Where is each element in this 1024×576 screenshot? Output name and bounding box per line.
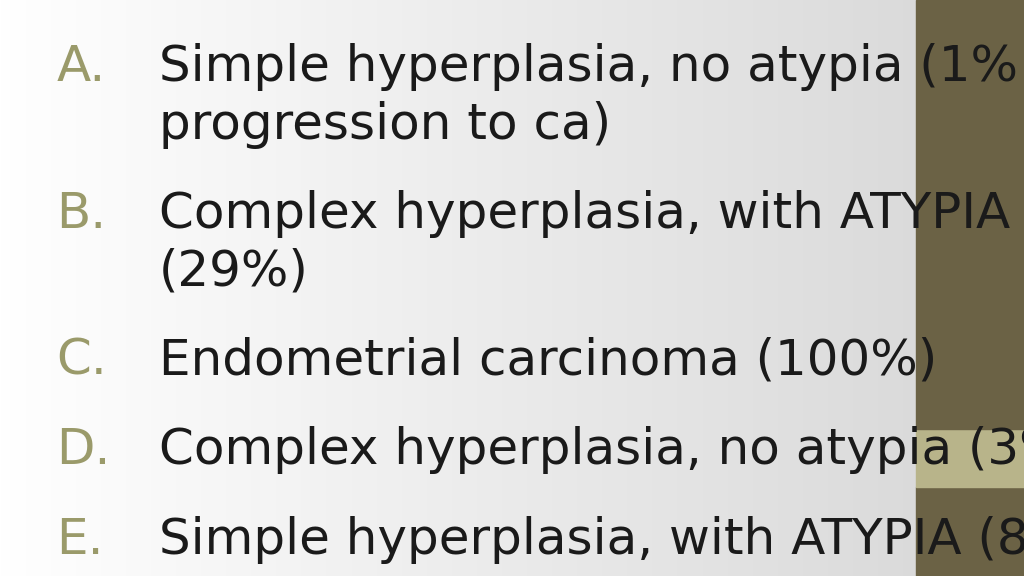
Text: A.: A. <box>56 43 105 91</box>
Text: Complex hyperplasia, no atypia (3%): Complex hyperplasia, no atypia (3%) <box>159 426 1024 474</box>
Text: Simple hyperplasia, with ATYPIA (8%): Simple hyperplasia, with ATYPIA (8%) <box>159 516 1024 563</box>
Text: Complex hyperplasia, with ATYPIA: Complex hyperplasia, with ATYPIA <box>159 190 1010 238</box>
Text: C.: C. <box>56 337 108 385</box>
Text: (29%): (29%) <box>159 248 308 295</box>
Text: E.: E. <box>56 516 103 563</box>
Text: D.: D. <box>56 426 111 474</box>
Bar <box>916 429 1024 487</box>
Text: progression to ca): progression to ca) <box>159 101 611 149</box>
Text: Simple hyperplasia, no atypia (1%: Simple hyperplasia, no atypia (1% <box>159 43 1018 91</box>
Text: Endometrial carcinoma (100%): Endometrial carcinoma (100%) <box>159 337 937 385</box>
Bar <box>916 0 1024 429</box>
Bar <box>916 487 1024 576</box>
Text: B.: B. <box>56 190 106 238</box>
